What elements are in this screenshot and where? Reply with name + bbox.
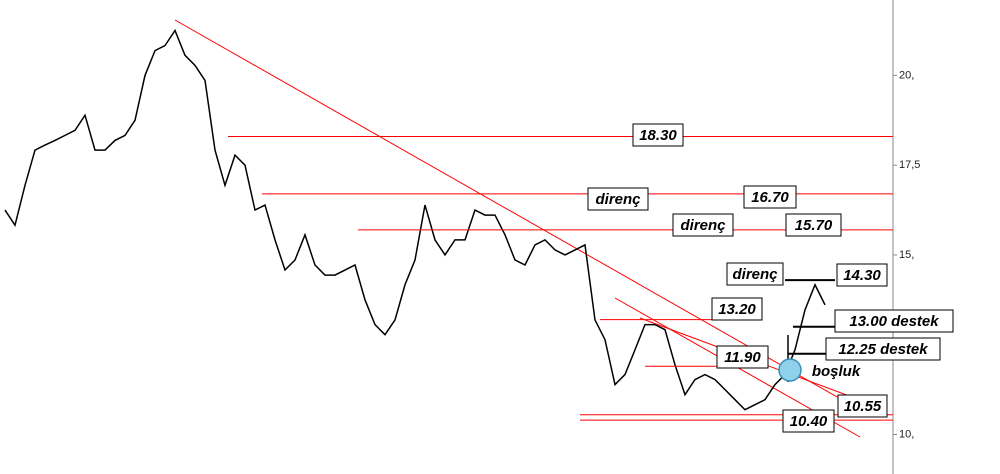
annotation-label: 13.00 destek [849, 313, 939, 330]
annotation-label: 14.30 [843, 267, 881, 284]
y-tick-label: 20, [899, 69, 914, 81]
label-box [632, 123, 684, 147]
annotation-label: 12.25 destek [838, 341, 928, 358]
label-box [587, 187, 649, 211]
annotation-label: 18.30 [639, 127, 677, 144]
annotation-label: 11.90 [724, 349, 761, 366]
label-box [716, 345, 769, 369]
label-box [726, 262, 784, 286]
trend-line [174, 19, 861, 411]
price-line [4, 28, 826, 411]
y-tick-label: 15, [899, 249, 914, 261]
annotation-label: direnç [680, 217, 726, 234]
annotation-label: direnç [732, 266, 778, 283]
y-tick-label: 17,5 [899, 159, 920, 171]
label-box [672, 213, 734, 237]
label-box [743, 185, 797, 209]
label-box [785, 213, 842, 237]
y-tick-label: 10, [899, 428, 914, 440]
annotation-label: direnç [595, 191, 641, 208]
label-box [836, 263, 888, 287]
label-box [711, 297, 763, 321]
label-box [834, 309, 954, 333]
annotation-label: 13.20 [718, 301, 756, 318]
label-box [837, 394, 888, 418]
label-box [825, 337, 941, 361]
annotation-label: 10.55 [844, 398, 882, 415]
label-box [782, 409, 835, 433]
annotation-label: 10.40 [790, 413, 828, 430]
annotation-label: 15.70 [795, 217, 833, 234]
annotation-label: boşluk [812, 363, 861, 380]
annotation-label: 16.70 [751, 189, 789, 206]
gap-marker [778, 358, 802, 382]
